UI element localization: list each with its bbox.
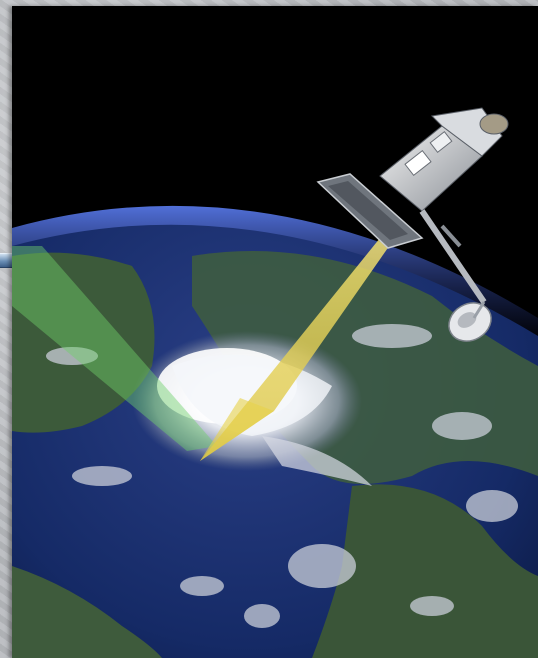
scan-swath: [12, 246, 217, 451]
beam-footprint: [200, 398, 274, 461]
satellite-icon: [316, 107, 509, 304]
scene-illustration: [12, 6, 538, 658]
earth: [12, 224, 538, 658]
land-mass: [312, 484, 538, 658]
satellite-scene: [12, 6, 538, 658]
dish-antenna-icon: [448, 301, 492, 342]
land-mass: [12, 252, 155, 433]
land-mass: [12, 566, 162, 658]
cloud-cover: [46, 324, 518, 628]
